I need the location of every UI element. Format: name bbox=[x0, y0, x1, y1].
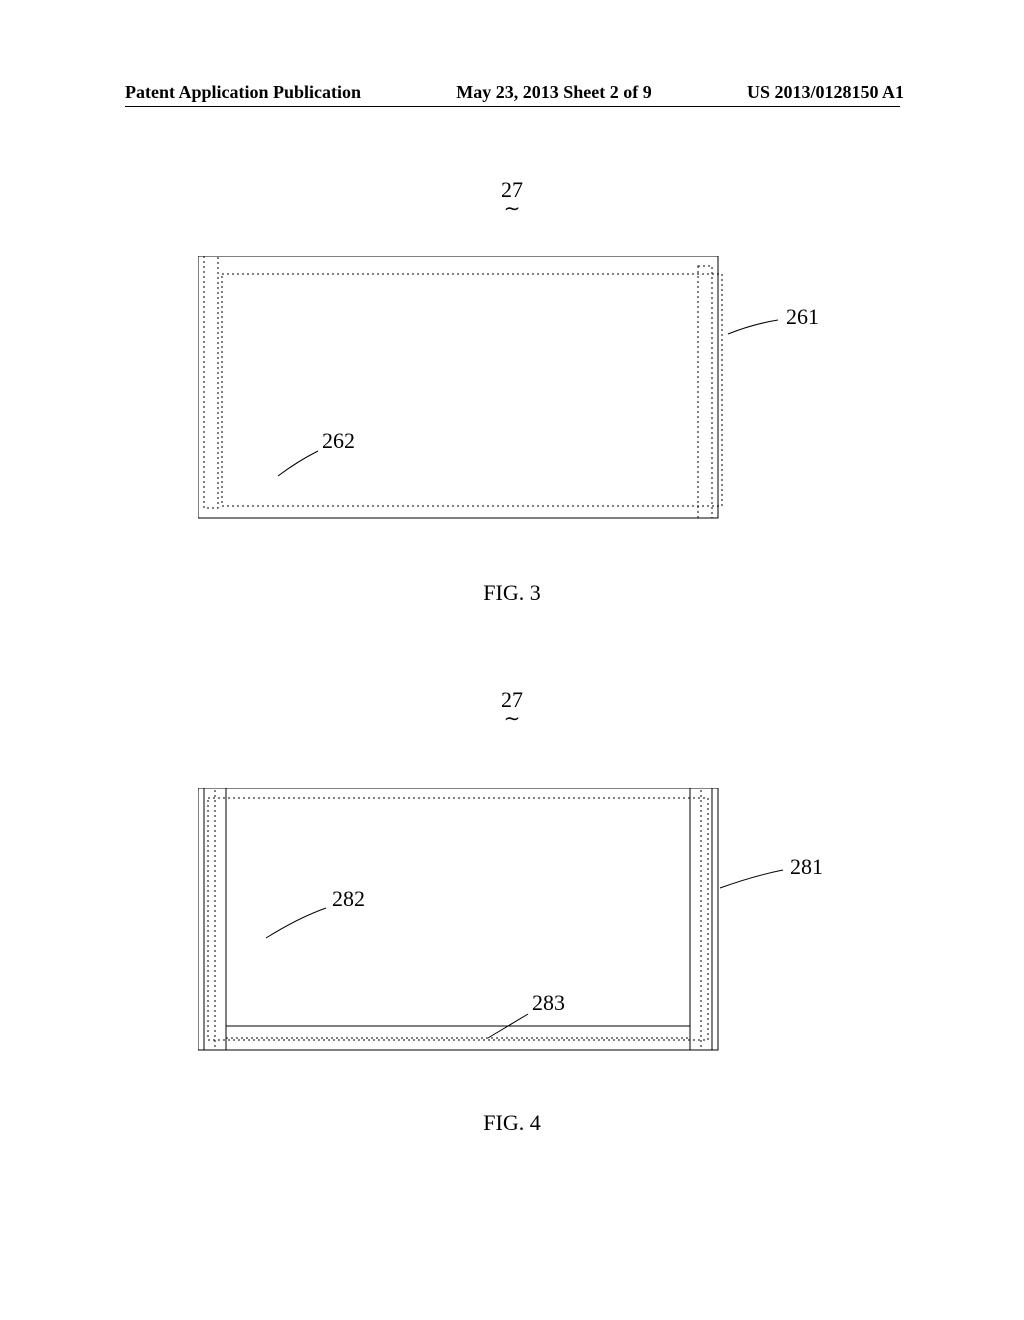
fig3-left-bar bbox=[204, 256, 218, 508]
fig3-caption: FIG. 3 bbox=[0, 580, 1024, 606]
fig3-inner-dotted bbox=[222, 274, 722, 506]
fig3-svg: 261 262 bbox=[198, 256, 838, 536]
fig4-inner-dashed bbox=[208, 798, 708, 1040]
fig3-label-261: 261 bbox=[786, 304, 819, 329]
fig3-leader-261 bbox=[728, 320, 778, 334]
fig3-right-bar bbox=[698, 266, 712, 518]
patent-sheet: Patent Application Publication May 23, 2… bbox=[0, 0, 1024, 1320]
fig4-outer-rect bbox=[198, 788, 718, 1050]
fig4-svg: 281 282 283 bbox=[198, 788, 838, 1068]
fig4-assembly-ref: 27 ∼ bbox=[0, 688, 1024, 730]
fig4-label-281: 281 bbox=[790, 854, 823, 879]
assembly-tilde: ∼ bbox=[501, 199, 523, 220]
fig3-label-262: 262 bbox=[322, 428, 355, 453]
fig4-label-282: 282 bbox=[332, 886, 365, 911]
header-center: May 23, 2013 Sheet 2 of 9 bbox=[456, 82, 651, 103]
fig4-leader-281 bbox=[720, 870, 783, 888]
fig4-leader-282 bbox=[266, 908, 326, 938]
header-right: US 2013/0128150 A1 bbox=[747, 82, 904, 103]
fig3-assembly-ref: 27 ∼ bbox=[0, 178, 1024, 220]
fig3-outer-rect bbox=[198, 256, 718, 518]
fig3-drawing: 261 262 bbox=[198, 256, 838, 541]
fig4-drawing: 281 282 283 bbox=[198, 788, 838, 1073]
header-left: Patent Application Publication bbox=[125, 82, 361, 103]
page-header: Patent Application Publication May 23, 2… bbox=[0, 82, 1024, 103]
fig4-caption: FIG. 4 bbox=[0, 1110, 1024, 1136]
fig3-leader-262 bbox=[278, 451, 318, 476]
header-rule bbox=[125, 106, 900, 107]
fig4-label-283: 283 bbox=[532, 990, 565, 1015]
assembly-tilde: ∼ bbox=[501, 709, 523, 730]
